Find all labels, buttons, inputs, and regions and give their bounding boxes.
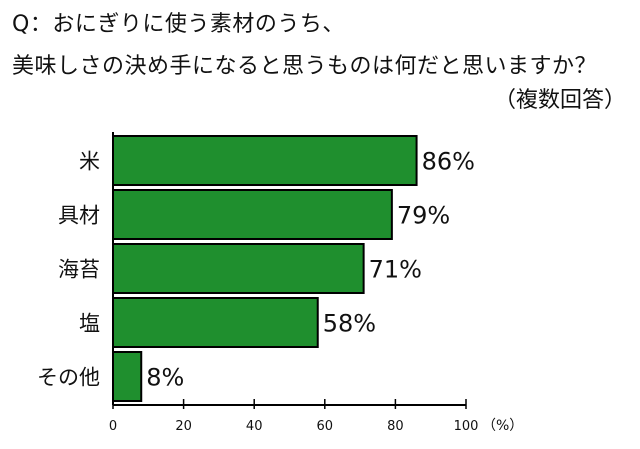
category-label: 海苔 bbox=[58, 258, 100, 282]
x-tick-label: 40 bbox=[246, 419, 263, 434]
x-tick-label: 100 bbox=[454, 419, 479, 434]
question-line-2: 美味しさの決め手になると思うものは何だと思いますか？ bbox=[12, 54, 598, 79]
x-tick-label: 20 bbox=[175, 419, 192, 434]
x-tick-label: 80 bbox=[387, 419, 404, 434]
x-tick-label: 60 bbox=[317, 419, 334, 434]
bar bbox=[112, 351, 143, 402]
value-label: 8% bbox=[146, 364, 184, 392]
x-unit-label: （%） bbox=[482, 418, 523, 434]
value-label: 71% bbox=[369, 256, 422, 284]
value-label: 79% bbox=[397, 202, 450, 230]
category-label: 塩 bbox=[79, 312, 100, 336]
bar bbox=[112, 135, 418, 186]
category-label: 米 bbox=[79, 150, 100, 174]
bar bbox=[112, 243, 365, 294]
multiple-answer-note: （複数回答） bbox=[493, 88, 626, 113]
question-line-1: Q：おにぎりに使う素材のうち、 bbox=[12, 12, 345, 37]
value-label: 58% bbox=[323, 310, 376, 338]
category-label: その他 bbox=[37, 366, 100, 390]
bar bbox=[112, 189, 393, 240]
value-label: 86% bbox=[422, 148, 475, 176]
bar bbox=[112, 297, 319, 348]
category-label: 具材 bbox=[58, 204, 100, 228]
x-tick-label: 0 bbox=[109, 419, 117, 434]
